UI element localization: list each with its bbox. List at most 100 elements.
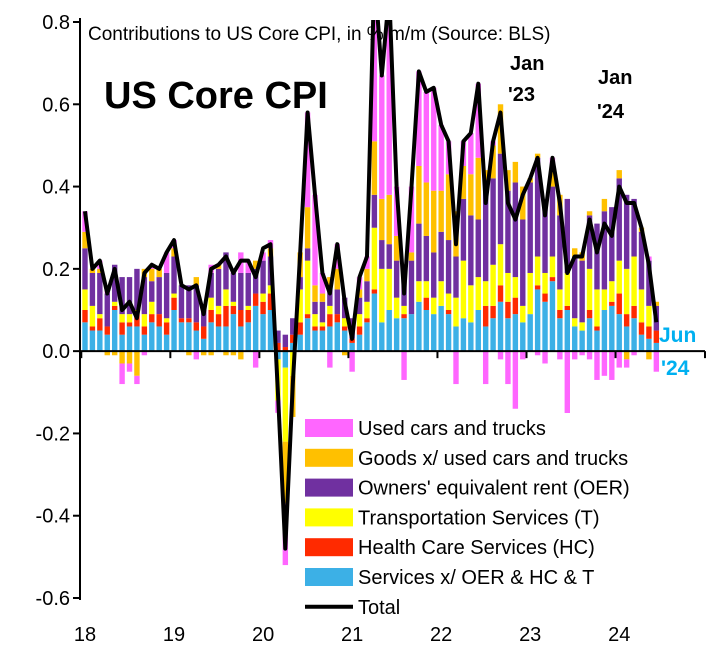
bar-segment — [349, 338, 355, 343]
bar-segment — [520, 186, 526, 220]
bar-segment — [252, 268, 259, 294]
annotation-jun24-line1: Jun — [659, 324, 696, 347]
bar-segment — [334, 268, 340, 290]
y-tick-label: 0.8 — [42, 12, 70, 34]
bar-segment — [371, 141, 378, 195]
bar-segment — [594, 223, 600, 290]
bar-segment — [638, 334, 645, 352]
bar-segment — [312, 326, 318, 331]
bar-segment — [201, 310, 207, 327]
bar-segment — [223, 305, 229, 327]
bar-segment — [104, 326, 110, 335]
bar-segment — [527, 272, 533, 315]
bar-segment — [230, 272, 237, 302]
bar-segment — [594, 289, 600, 327]
legend-swatch — [305, 419, 353, 437]
bar-segment — [379, 198, 385, 241]
bar-segment — [453, 351, 459, 385]
bar-segment — [549, 186, 556, 257]
bar-segment — [505, 190, 511, 273]
bar-segment — [475, 277, 481, 310]
bar-segment — [468, 215, 474, 286]
bar-segment — [393, 260, 400, 298]
bar-segment — [623, 314, 630, 327]
bar-segment — [111, 351, 118, 356]
bar-segment — [564, 305, 570, 310]
bar-segment — [609, 207, 615, 282]
bar-segment — [572, 326, 578, 352]
bar-segment — [631, 305, 637, 319]
bar-segment — [623, 194, 630, 269]
bar-segment — [393, 297, 400, 319]
bar-segment — [482, 305, 489, 327]
bar-segment — [497, 285, 504, 302]
y-tick-label: 0.4 — [42, 177, 70, 199]
bar-segment — [149, 268, 155, 282]
bar-segment — [490, 145, 496, 179]
bar-segment — [438, 190, 444, 232]
bar-segment — [564, 198, 570, 273]
bar-segment — [89, 272, 96, 306]
bar-segment — [97, 318, 103, 331]
x-tick-label: 19 — [163, 624, 185, 646]
bar-segment — [282, 347, 289, 352]
bar-segment — [275, 330, 281, 343]
bar-segment — [290, 318, 296, 335]
bar-segment — [512, 161, 519, 183]
bar-segment — [505, 272, 511, 302]
bar-segment — [609, 351, 615, 380]
bar-segment — [497, 244, 504, 286]
bar-segment — [230, 305, 237, 315]
bar-segment — [438, 231, 444, 282]
bar-segment — [171, 256, 177, 294]
bar-segment — [82, 231, 88, 249]
bar-segment — [371, 289, 378, 294]
bar-segment — [401, 351, 407, 380]
bar-segment — [238, 326, 244, 352]
annotation-jan24-line1: Jan — [598, 67, 632, 89]
legend-background — [300, 413, 702, 621]
bar-segment — [386, 310, 392, 352]
bar-segment — [208, 297, 214, 310]
bar-segment — [304, 112, 311, 208]
bar-segment — [245, 305, 251, 310]
bar-segment — [594, 330, 600, 352]
bar-segment — [119, 314, 125, 323]
bar-segment — [230, 351, 237, 356]
bar-segment — [141, 277, 148, 315]
bar-segment — [512, 351, 519, 409]
bar-segment — [201, 326, 207, 339]
bar-segment — [364, 322, 370, 352]
bar-segment — [364, 318, 370, 323]
legend: Used cars and trucks Goods x/ used cars a… — [300, 413, 702, 621]
bar-segment — [490, 264, 496, 306]
legend-label: Services x/ OER & HC & T — [358, 567, 594, 589]
bar-segment — [163, 322, 170, 335]
bar-segment — [520, 351, 526, 360]
bar-segment — [97, 268, 103, 273]
bar-segment — [468, 322, 474, 352]
y-tick-label: 0.2 — [42, 259, 70, 281]
bar-segment — [653, 301, 660, 306]
bar-segment — [468, 285, 474, 323]
bar-segment — [156, 268, 162, 278]
bar-segment — [186, 351, 192, 356]
bar-segment — [653, 342, 660, 352]
bar-segment — [534, 153, 541, 158]
bar-segment — [512, 277, 519, 298]
bar-segment — [423, 297, 430, 310]
bar-segment — [319, 272, 326, 294]
bar-segment — [371, 20, 378, 142]
bar-segment — [371, 293, 378, 352]
bar-segment — [512, 314, 519, 352]
bar-segment — [356, 314, 363, 327]
bar-segment — [312, 330, 318, 352]
bar-segment — [134, 326, 140, 352]
bar-segment — [416, 223, 422, 282]
bar-segment — [623, 268, 630, 315]
bar-segment — [460, 166, 467, 199]
bar-segment — [186, 322, 192, 352]
bar-segment — [349, 342, 355, 352]
bar-segment — [208, 310, 214, 323]
bar-segment — [534, 157, 541, 257]
